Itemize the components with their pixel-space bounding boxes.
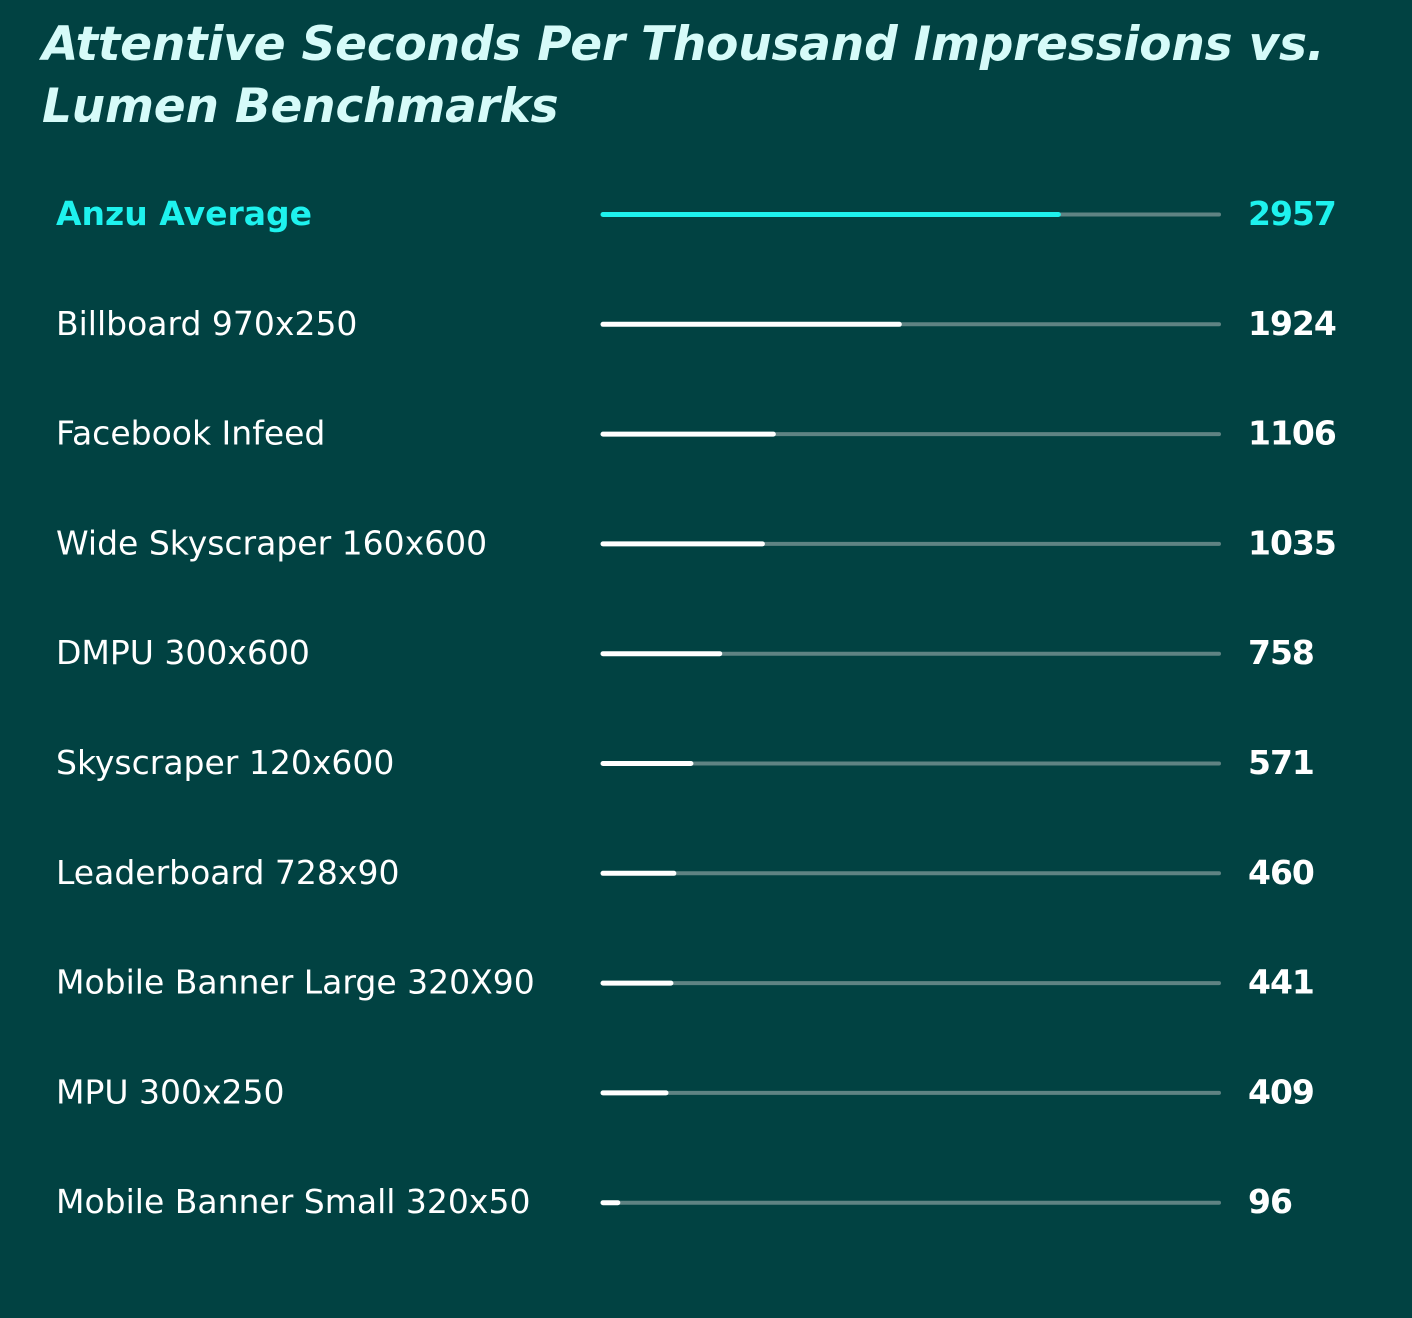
category-label: Wide Skyscraper 160x600: [56, 523, 487, 562]
value-label: 96: [1248, 1182, 1292, 1221]
value-label: 441: [1248, 963, 1314, 1002]
bar-row-leaderboard-728x90: Leaderboard 728x90 460: [56, 853, 1315, 892]
category-label: Mobile Banner Large 320X90: [56, 963, 535, 1002]
category-label: Mobile Banner Small 320x50: [56, 1182, 530, 1221]
value-label: 758: [1248, 633, 1314, 672]
category-label: Billboard 970x250: [56, 304, 357, 343]
bar-row-facebook-infeed: Facebook Infeed 1106: [56, 414, 1337, 453]
value-label: 1924: [1248, 304, 1336, 343]
bar-row-dmpu-300x600: DMPU 300x600 758: [56, 633, 1315, 672]
value-label: 2957: [1248, 194, 1336, 233]
value-label: 571: [1248, 743, 1314, 782]
value-label: 1035: [1248, 523, 1336, 562]
bar-row-mpu-300x250: MPU 300x250 409: [56, 1072, 1315, 1111]
category-label: Skyscraper 120x600: [56, 743, 394, 782]
chart-rows: Anzu Average 2957 Billboard 970x250 1924 Fac…: [56, 194, 1337, 1221]
category-label: Leaderboard 728x90: [56, 853, 399, 892]
value-label: 409: [1248, 1072, 1314, 1111]
value-label: 460: [1248, 853, 1314, 892]
bar-row-mobile-banner-large-320x90: Mobile Banner Large 320X90 441: [56, 963, 1315, 1002]
bar-row-mobile-banner-small-320x50: Mobile Banner Small 320x50 96: [56, 1182, 1293, 1221]
category-label: Anzu Average: [56, 194, 312, 233]
value-label: 1106: [1248, 414, 1336, 453]
chart-title: Attentive Seconds Per Thousand Impressio…: [42, 17, 1325, 134]
bar-row-anzu-average: Anzu Average 2957: [56, 194, 1337, 233]
category-label: Facebook Infeed: [56, 414, 325, 453]
category-label: MPU 300x250: [56, 1072, 285, 1111]
bar-row-skyscraper-120x600: Skyscraper 120x600 571: [56, 743, 1315, 782]
category-label: DMPU 300x600: [56, 633, 310, 672]
bar-row-billboard-970x250: Billboard 970x250 1924: [56, 304, 1337, 343]
bar-row-wide-skyscraper-160x600: Wide Skyscraper 160x600 1035: [56, 523, 1337, 562]
